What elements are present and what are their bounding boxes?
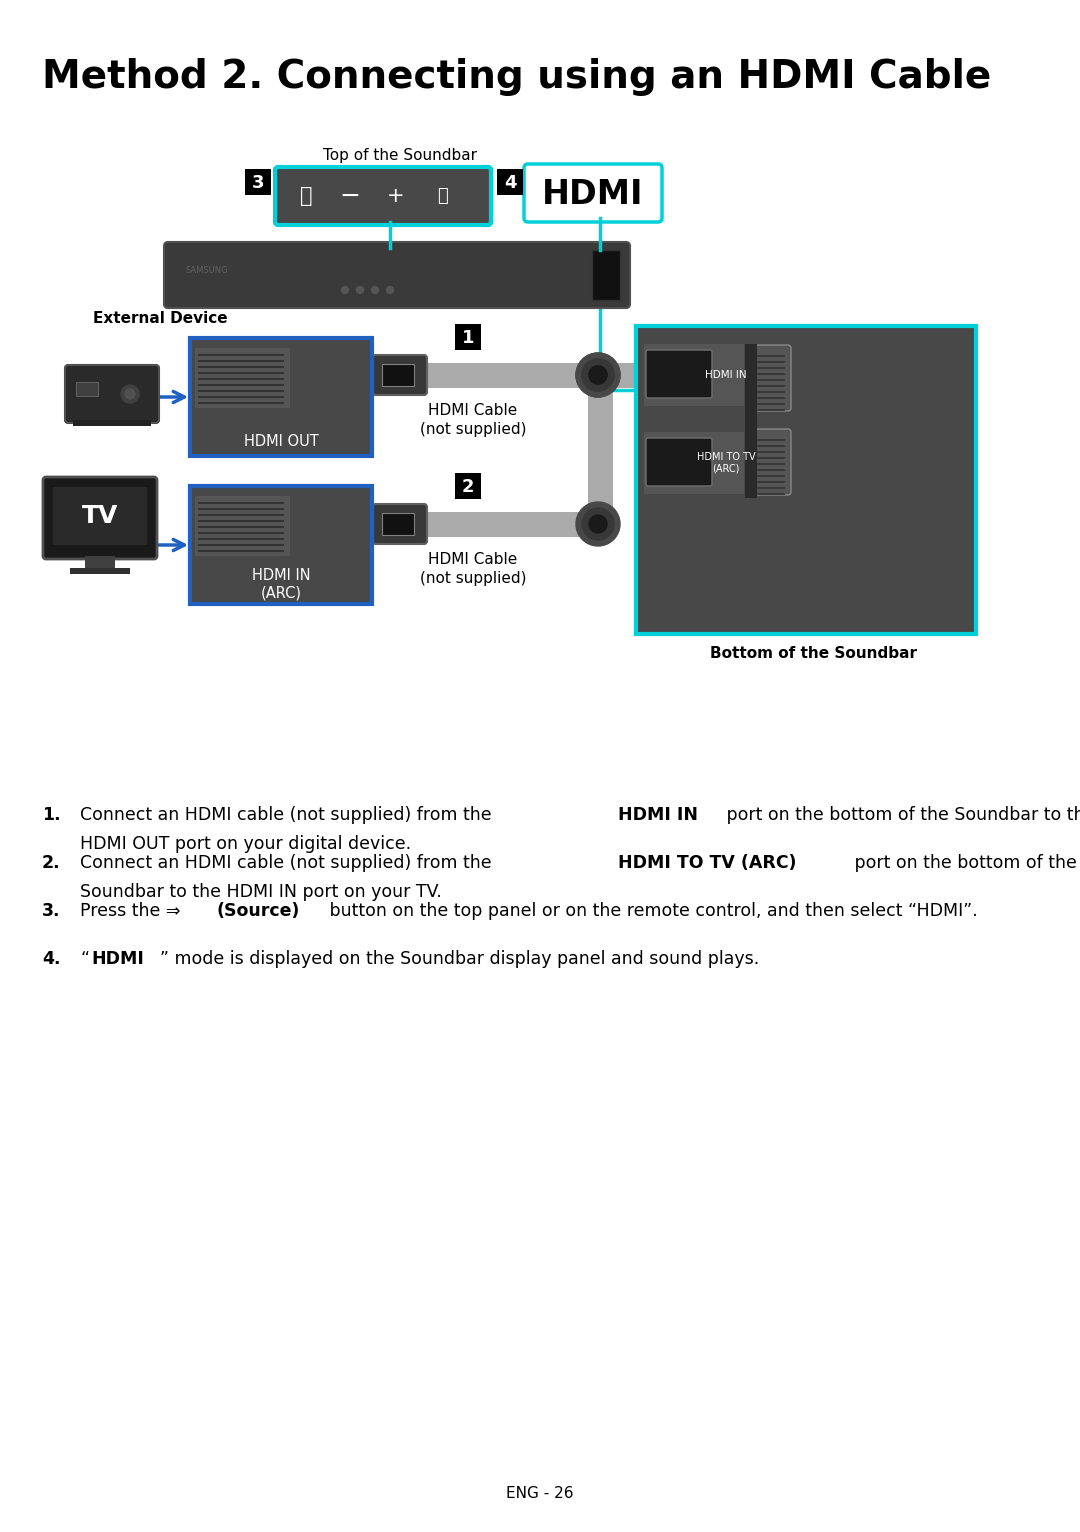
Bar — [497, 169, 523, 195]
Circle shape — [356, 286, 364, 294]
Bar — [644, 432, 744, 493]
Bar — [190, 339, 372, 457]
Text: TV: TV — [82, 504, 118, 529]
Text: +: + — [388, 185, 405, 205]
Text: 4: 4 — [503, 175, 516, 192]
Text: 2: 2 — [462, 478, 474, 496]
Circle shape — [125, 389, 135, 398]
Text: port on the bottom of the Soundbar to the: port on the bottom of the Soundbar to th… — [721, 806, 1080, 824]
Text: HDMI OUT port on your digital device.: HDMI OUT port on your digital device. — [80, 835, 411, 853]
Circle shape — [582, 358, 615, 391]
Bar — [195, 496, 291, 556]
Text: 1: 1 — [462, 329, 474, 348]
Bar — [636, 326, 976, 634]
FancyBboxPatch shape — [751, 429, 791, 495]
FancyBboxPatch shape — [164, 242, 630, 308]
FancyBboxPatch shape — [65, 365, 159, 423]
Bar — [73, 420, 151, 426]
Bar — [245, 169, 271, 195]
Text: Soundbar to the HDMI IN port on your TV.: Soundbar to the HDMI IN port on your TV. — [80, 882, 442, 901]
Circle shape — [387, 286, 393, 294]
Text: HDMI IN
(ARC): HDMI IN (ARC) — [252, 568, 310, 601]
Circle shape — [576, 352, 620, 397]
Circle shape — [576, 352, 620, 397]
Text: 4.: 4. — [42, 950, 60, 968]
Circle shape — [121, 385, 139, 403]
Circle shape — [589, 515, 607, 533]
Text: Bottom of the Soundbar: Bottom of the Soundbar — [711, 647, 918, 660]
Text: SAMSUNG: SAMSUNG — [186, 267, 229, 276]
Text: HDMI: HDMI — [92, 950, 145, 968]
Circle shape — [372, 286, 378, 294]
Circle shape — [589, 366, 607, 385]
FancyBboxPatch shape — [646, 438, 712, 486]
Text: HDMI Cable
(not supplied): HDMI Cable (not supplied) — [420, 552, 526, 587]
Bar — [53, 487, 147, 545]
Bar — [195, 348, 291, 408]
Bar — [455, 323, 481, 349]
Text: 1.: 1. — [42, 806, 60, 824]
Text: HDMI IN: HDMI IN — [705, 371, 746, 380]
Bar — [76, 381, 98, 395]
Circle shape — [582, 509, 615, 539]
Text: 3: 3 — [252, 175, 265, 192]
Text: Method 2. Connecting using an HDMI Cable: Method 2. Connecting using an HDMI Cable — [42, 58, 991, 97]
Text: (Source): (Source) — [217, 902, 300, 921]
Text: button on the top panel or on the remote control, and then select “HDMI”.: button on the top panel or on the remote… — [324, 902, 978, 921]
Bar — [455, 473, 481, 499]
Text: −: − — [339, 184, 361, 208]
Text: Press the ⇒: Press the ⇒ — [80, 902, 186, 921]
Circle shape — [576, 502, 620, 545]
Text: ⏻: ⏻ — [300, 185, 312, 205]
Bar — [190, 486, 372, 604]
Bar — [644, 345, 744, 406]
FancyBboxPatch shape — [373, 504, 427, 544]
FancyBboxPatch shape — [275, 167, 491, 225]
Text: External Device: External Device — [93, 311, 227, 326]
Text: HDMI IN: HDMI IN — [618, 806, 699, 824]
Bar — [382, 513, 414, 535]
Text: ⦿: ⦿ — [437, 187, 448, 205]
Text: Connect an HDMI cable (not supplied) from the: Connect an HDMI cable (not supplied) fro… — [80, 853, 497, 872]
Text: Top of the Soundbar: Top of the Soundbar — [323, 149, 477, 162]
Text: Connect an HDMI cable (not supplied) from the: Connect an HDMI cable (not supplied) fro… — [80, 806, 497, 824]
Text: ” mode is displayed on the Soundbar display panel and sound plays.: ” mode is displayed on the Soundbar disp… — [160, 950, 759, 968]
Text: ENG - 26: ENG - 26 — [507, 1486, 573, 1501]
Bar — [745, 345, 757, 498]
Text: “: “ — [80, 950, 89, 968]
Circle shape — [582, 358, 615, 391]
Bar — [382, 365, 414, 386]
FancyBboxPatch shape — [524, 164, 662, 222]
Text: HDMI TO TV (ARC): HDMI TO TV (ARC) — [618, 853, 797, 872]
Bar — [592, 250, 620, 300]
Circle shape — [589, 366, 607, 385]
FancyBboxPatch shape — [646, 349, 712, 398]
Text: HDMI OUT: HDMI OUT — [244, 434, 319, 449]
Text: HDMI TO TV
(ARC): HDMI TO TV (ARC) — [697, 452, 755, 473]
Text: HDMI Cable
(not supplied): HDMI Cable (not supplied) — [420, 403, 526, 437]
FancyBboxPatch shape — [43, 476, 157, 559]
Text: port on the bottom of the: port on the bottom of the — [849, 853, 1077, 872]
Text: 3.: 3. — [42, 902, 60, 921]
Text: 2.: 2. — [42, 853, 60, 872]
Bar — [70, 568, 130, 574]
Circle shape — [341, 286, 349, 294]
FancyBboxPatch shape — [373, 355, 427, 395]
FancyBboxPatch shape — [751, 345, 791, 411]
Bar — [85, 556, 114, 568]
Text: HDMI: HDMI — [542, 178, 644, 210]
